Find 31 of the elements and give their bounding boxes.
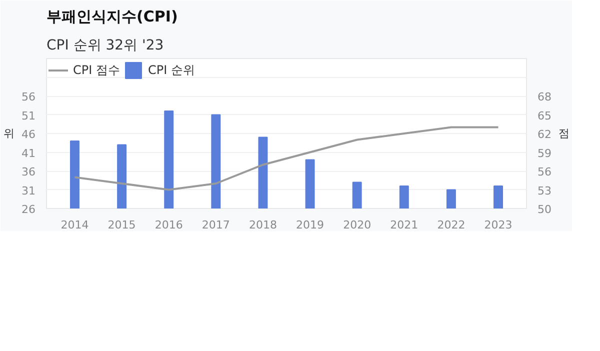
x-tick-label: 2021 [390,218,418,232]
y-tick-label: 56 [22,90,36,104]
x-tick-label: 2017 [202,218,230,232]
chart-subtitle: CPI 순위 32위 '23 [46,38,164,54]
y-tick-label: 51 [22,109,36,122]
x-tick-label: 2014 [60,218,89,232]
x-tick-label: 2018 [248,218,277,232]
y2-tick-label: 62 [538,128,552,141]
legend-label: CPI 순위 [148,62,195,78]
x-tick-label: 2016 [154,218,183,232]
x-tick-label: 2022 [437,218,466,232]
y-tick-label: 41 [22,146,36,160]
x-tick-label: 2015 [108,218,136,232]
y2-axis-title: 점 [558,127,570,140]
y2-tick-label: 53 [538,184,552,198]
y-tick-label: 36 [22,166,36,178]
line-series [74,126,500,191]
y2-tick-label: 50 [538,203,552,216]
legend-label: CPI 점수 [73,62,120,78]
y-axis-title: 위 [4,127,15,140]
x-tick-label: 2020 [343,218,372,232]
y-tick-label: 26 [22,203,36,216]
y-tick-label: 31 [22,184,36,198]
y2-tick-label: 56 [538,166,552,178]
x-tick-label: 2019 [296,218,324,232]
y2-tick-label: 68 [538,90,552,104]
x-tick-label: 2023 [484,218,512,232]
y2-tick-label: 65 [538,109,552,122]
y-tick-label: 46 [22,128,36,141]
y2-tick-label: 59 [538,146,552,160]
chart-title: 부패인식지수(CPI) [46,8,178,26]
